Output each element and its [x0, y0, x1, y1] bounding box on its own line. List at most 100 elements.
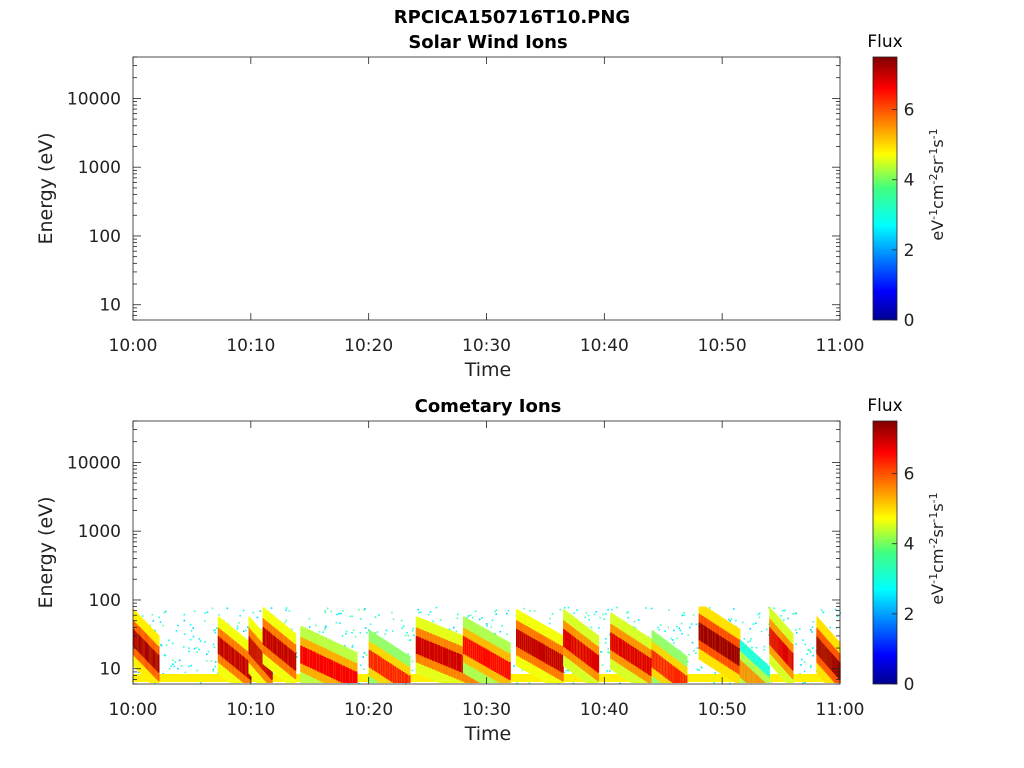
flux-burst: [275, 637, 277, 655]
flux-burst: [655, 653, 658, 671]
flux-speckle: [341, 610, 344, 612]
flux-speckle: [351, 644, 354, 647]
flux-burst: [519, 631, 523, 650]
flux-burst: [828, 649, 830, 668]
flux-speckle: [688, 653, 690, 656]
flux-burst: [373, 653, 377, 671]
flux-speckle: [171, 642, 174, 645]
y-tick-label: 10000: [67, 89, 121, 109]
flux-burst: [641, 652, 644, 671]
flux-burst: [415, 636, 420, 655]
flux-burst: [231, 647, 234, 666]
flux-speckle: [172, 659, 174, 661]
flux-speckle: [810, 629, 812, 631]
flux-burst: [736, 646, 739, 665]
flux-speckle: [563, 671, 566, 674]
flux-burst: [703, 625, 707, 644]
flux-speckle: [747, 641, 749, 643]
colorbar-tick-label: 4: [904, 535, 915, 555]
flux-speckle: [384, 633, 387, 635]
flux-speckle: [742, 621, 744, 624]
panel-1: Cometary Ions 10 100 1000 10000 10:00 10:10 10:…: [35, 396, 947, 745]
flux-burst: [352, 670, 356, 683]
flux-speckle: [585, 612, 588, 614]
flux-burst: [624, 641, 627, 660]
flux-speckle: [163, 612, 166, 614]
flux-burst: [254, 642, 256, 661]
flux-speckle: [177, 624, 179, 627]
flux-speckle: [198, 638, 201, 640]
flux-speckle: [137, 671, 140, 674]
flux-speckle: [760, 630, 763, 633]
flux-speckle: [491, 619, 494, 622]
flux-speckle: [683, 614, 685, 617]
flux-burst: [760, 670, 763, 683]
flux-speckle: [195, 647, 198, 649]
flux-burst: [579, 641, 582, 660]
flux-burst: [649, 658, 652, 676]
flux-speckle: [326, 607, 329, 610]
flux-speckle: [193, 647, 196, 650]
flux-burst: [564, 630, 567, 648]
flux-burst: [829, 650, 831, 669]
flux-speckle: [698, 669, 700, 671]
flux-burst: [219, 637, 222, 656]
flux-burst: [309, 650, 313, 669]
flux-burst: [589, 649, 592, 667]
flux-burst: [484, 648, 488, 667]
flux-speckle: [494, 610, 496, 613]
flux-speckle: [407, 634, 409, 637]
flux-burst: [307, 649, 311, 667]
flux-speckle: [152, 620, 155, 622]
flux-speckle: [358, 682, 360, 685]
flux-burst: [825, 646, 827, 665]
flux-speckle: [815, 650, 818, 652]
flux-burst: [759, 669, 762, 683]
flux-burst: [147, 643, 149, 662]
flux-speckle: [199, 640, 202, 642]
flux-speckle: [749, 627, 752, 630]
flux-burst: [143, 640, 146, 659]
flux-burst: [769, 627, 771, 645]
flux-burst: [783, 642, 785, 661]
flux-speckle: [758, 612, 761, 615]
flux-speckle: [658, 628, 660, 631]
flux-burst: [646, 655, 649, 674]
flux-burst: [150, 646, 152, 665]
flux-burst: [676, 668, 679, 683]
flux-speckle: [315, 624, 317, 627]
flux-speckle: [713, 681, 715, 684]
flux-burst: [685, 666, 688, 683]
flux-speckle: [486, 624, 488, 627]
flux-burst: [539, 642, 543, 661]
flux-burst: [771, 629, 773, 648]
flux-speckle: [351, 632, 353, 634]
flux-speckle: [192, 635, 195, 638]
colorbar-unit: eV-1cm-2sr-1s-1: [927, 492, 948, 604]
flux-speckle: [214, 629, 216, 631]
flux-speckle: [657, 626, 659, 629]
flux-speckle: [573, 612, 576, 614]
flux-burst: [712, 631, 715, 650]
x-axis-title: Time: [464, 723, 512, 745]
flux-speckle: [260, 629, 262, 631]
flux-burst: [817, 637, 819, 656]
flux-speckle: [584, 616, 586, 619]
flux-burst: [823, 644, 825, 662]
flux-speckle: [523, 607, 525, 610]
flux-speckle: [782, 609, 784, 612]
flux-speckle: [160, 643, 162, 646]
flux-speckle: [803, 670, 806, 673]
flux-burst: [249, 637, 252, 656]
flux-speckle: [811, 626, 814, 628]
flux-speckle: [324, 611, 327, 614]
flux-speckle: [588, 619, 590, 621]
flux-burst: [377, 655, 380, 674]
colorbar: [872, 420, 898, 685]
flux-speckle: [193, 610, 196, 613]
flux-speckle: [239, 615, 241, 617]
flux-burst: [667, 662, 670, 680]
flux-burst: [551, 649, 554, 667]
flux-burst: [580, 642, 583, 661]
flux-burst: [776, 634, 778, 653]
